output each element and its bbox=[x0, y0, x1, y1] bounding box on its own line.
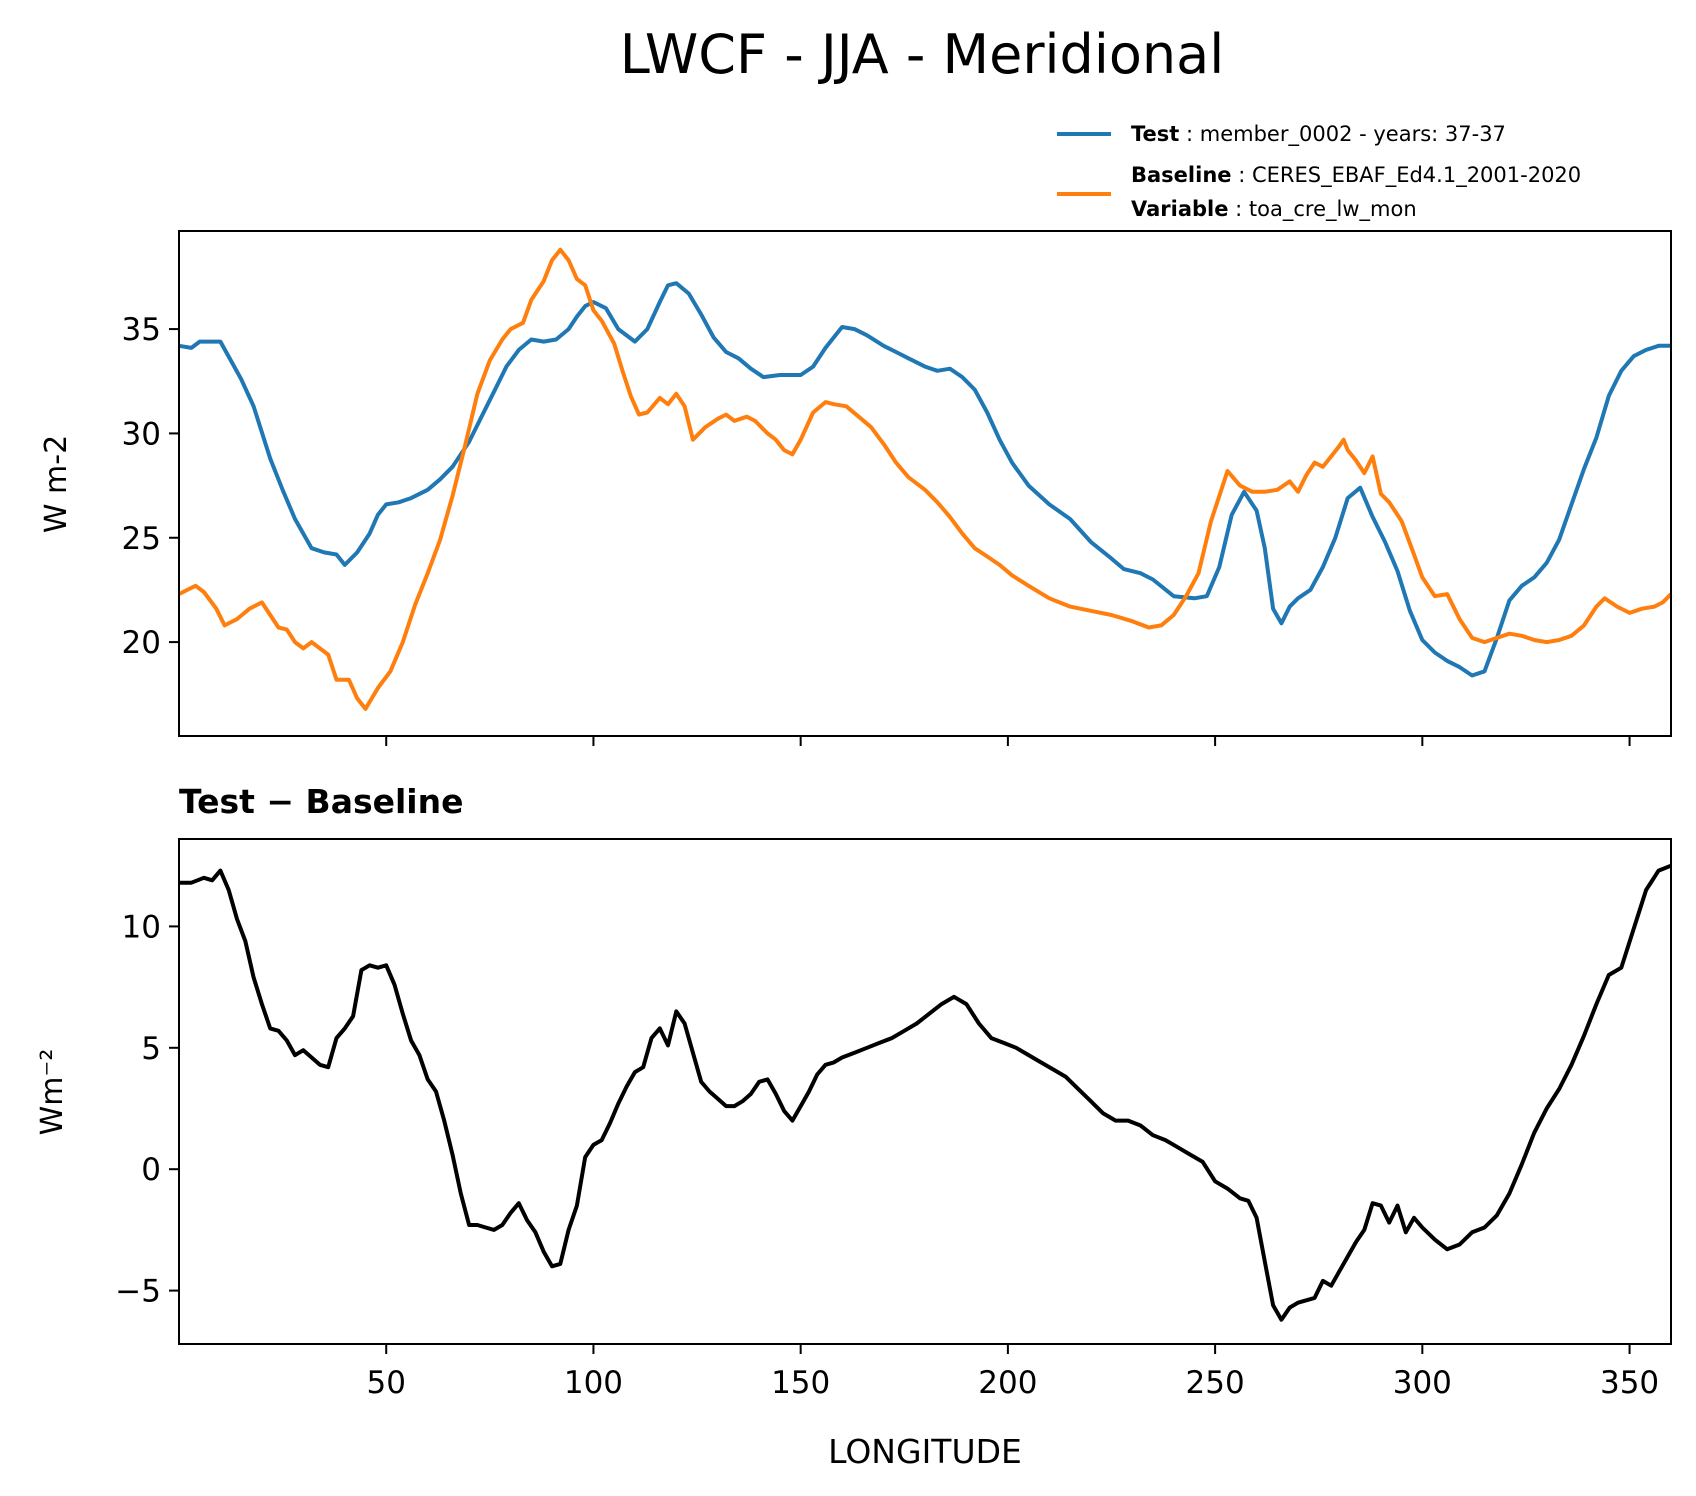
legend-variable-value: toa_cre_lw_mon bbox=[1249, 197, 1417, 222]
svg-text:Variable : toa_cre_lw_mon: Variable : toa_cre_lw_mon bbox=[1131, 197, 1417, 222]
top-y-axis-label: W m-2 bbox=[39, 435, 74, 533]
svg-text:Baseline : CERES_EBAF_Ed4.1_20: Baseline : CERES_EBAF_Ed4.1_2001-2020 bbox=[1131, 163, 1581, 188]
legend-test-value: member_0002 - years: 37-37 bbox=[1200, 122, 1506, 147]
legend-baseline-key: Baseline bbox=[1131, 163, 1232, 187]
bottom-y-tick-label: 0 bbox=[141, 1152, 161, 1188]
top-panel: 20 25 30 35 W m-2 bbox=[39, 230, 1673, 746]
x-tick-label: 50 bbox=[366, 1365, 405, 1401]
figure-title: LWCF - JJA - Meridional bbox=[620, 23, 1224, 86]
x-tick-label: 350 bbox=[1600, 1365, 1659, 1401]
x-axis-label: LONGITUDE bbox=[828, 1432, 1022, 1471]
x-tick-label: 200 bbox=[978, 1365, 1037, 1401]
bottom-y-tick-label: 10 bbox=[122, 909, 161, 945]
x-tick-label: 150 bbox=[771, 1365, 830, 1401]
top-y-tick-label: 20 bbox=[122, 625, 161, 661]
x-tick-label: 100 bbox=[564, 1365, 623, 1401]
svg-text:Test : member_0002 - years: 37: Test : member_0002 - years: 37-37 bbox=[1131, 122, 1506, 147]
top-y-tick-label: 30 bbox=[122, 416, 161, 452]
top-y-tick-label: 35 bbox=[122, 312, 161, 348]
bottom-plot-frame bbox=[178, 838, 1672, 1345]
legend: Test : member_0002 - years: 37-37 Baseli… bbox=[1057, 122, 1581, 222]
bottom-y-tick-label: −5 bbox=[115, 1274, 161, 1310]
legend-variable-key: Variable bbox=[1131, 197, 1228, 221]
bottom-panel: Test − Baseline 50 100 150 200 250 300 350 −5 0 5… bbox=[35, 782, 1672, 1471]
x-tick-label: 250 bbox=[1186, 1365, 1245, 1401]
bottom-y-axis-label: Wm⁻² bbox=[35, 1049, 70, 1136]
top-y-tick-label: 25 bbox=[122, 521, 161, 557]
legend-baseline-value: CERES_EBAF_Ed4.1_2001-2020 bbox=[1252, 163, 1581, 188]
x-tick-label: 300 bbox=[1393, 1365, 1452, 1401]
bottom-y-tick-label: 5 bbox=[141, 1031, 161, 1067]
legend-test-key: Test bbox=[1131, 122, 1179, 146]
top-series-line-test bbox=[178, 281, 1671, 678]
bottom-series-line-test-baseline bbox=[179, 863, 1672, 1322]
bottom-panel-title: Test − Baseline bbox=[179, 782, 464, 821]
top-series-line-baseline bbox=[178, 247, 1673, 711]
top-plot-frame bbox=[178, 230, 1672, 737]
